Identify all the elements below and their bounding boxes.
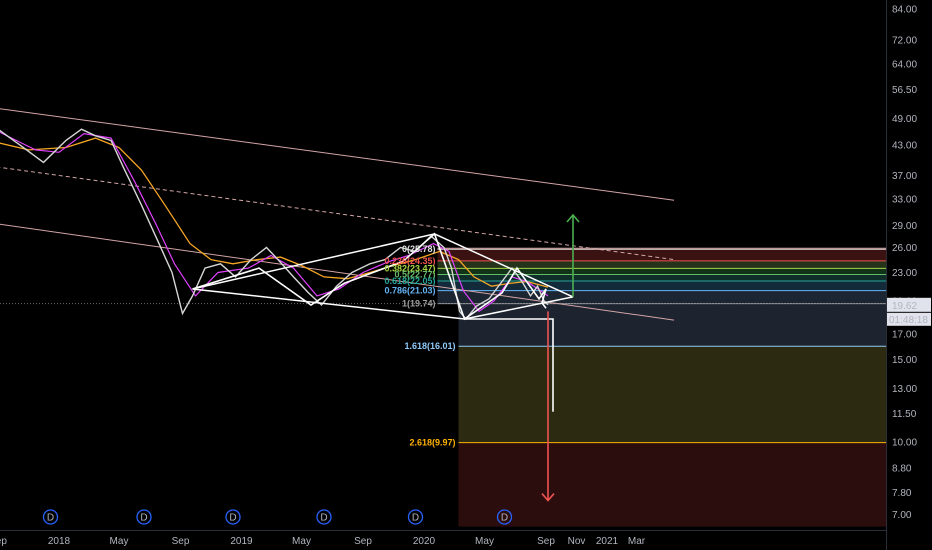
trendline-upper — [0, 108, 675, 201]
fib-band — [437, 290, 886, 304]
price-tag — [887, 297, 931, 312]
fib-level-label: 2.618(9.97) — [409, 438, 455, 448]
trendlines — [0, 108, 675, 321]
y-tick-label: 72.00 — [892, 36, 917, 47]
y-tick-label: 7.00 — [892, 510, 912, 521]
dividend-label: D — [320, 513, 327, 524]
moving-average-fast — [0, 131, 549, 313]
x-tick-label: May — [292, 536, 311, 547]
dividend-marker — [407, 509, 424, 525]
y-tick-label: 43.00 — [892, 141, 917, 152]
fib-level-label: 0.382(23.47) — [384, 263, 435, 273]
y-tick-label: 7.80 — [892, 488, 912, 499]
dividend-marker — [316, 509, 332, 525]
fib-level-label: 0.786(21.03) — [384, 286, 435, 296]
x-tick-label: 2020 — [413, 536, 436, 547]
fib-band — [437, 260, 886, 269]
y-axis: 84.00 72.00 64.00 56.50 49.00 43.00 37.00 33.00… — [886, 0, 932, 550]
y-tick-label: 8.80 — [892, 464, 912, 475]
dividend-marker — [225, 509, 241, 525]
dividend-marker — [136, 509, 152, 525]
fib-band — [458, 303, 886, 347]
y-tick-label: 17.00 — [892, 329, 917, 340]
price-series — [0, 128, 549, 321]
y-tick-label: 84.00 — [892, 4, 917, 15]
target-projection — [464, 318, 554, 412]
price-line — [0, 128, 549, 321]
y-tick-label: 29.00 — [892, 221, 917, 232]
x-tick-label: Sep — [354, 536, 372, 547]
x-tick-label: May — [110, 536, 129, 547]
dividend-label: D — [140, 513, 147, 524]
y-tick-label: 10.00 — [892, 438, 917, 449]
arrow-up-head — [566, 213, 580, 223]
price-tag-label: 19.62 — [892, 301, 917, 312]
trendline-lower — [0, 223, 675, 321]
fib-level-label: 0(25.78) — [402, 244, 436, 254]
y-tick-label: 11.50 — [892, 409, 917, 420]
y-tick-label: 37.00 — [892, 171, 917, 182]
fib-band — [437, 268, 886, 275]
x-tick-label: Nov — [568, 536, 586, 547]
y-tick-label: 26.00 — [892, 243, 917, 254]
dividend-label: D — [229, 513, 236, 524]
y-tick-label: 15.00 — [892, 355, 917, 366]
fib-level-label: 0.618(22.05) — [384, 276, 435, 286]
fibonacci-labels: 0(25.78) 0.236(24.35)0.382(23.47)0.5(22.7… — [384, 244, 455, 447]
y-tick-label: 33.00 — [892, 194, 917, 205]
dividend-marker — [42, 509, 59, 525]
fib-band — [458, 346, 886, 443]
x-tick-label: Sep — [172, 536, 190, 547]
trendline-mid-dashed — [0, 166, 675, 261]
arrow-down-head — [541, 493, 555, 502]
x-tick-label: 2019 — [230, 536, 253, 547]
y-tick-label: 49.00 — [892, 114, 917, 125]
countdown-label: 01:48:18 — [889, 315, 928, 326]
dividend-label: D — [412, 513, 419, 524]
fib-band — [437, 281, 886, 291]
moving-average-slow — [0, 137, 549, 288]
x-tick-label: 2018 — [48, 536, 71, 547]
y-tick-label: 64.00 — [892, 60, 917, 71]
x-tick-label: 2021 — [596, 536, 619, 547]
x-axis: Sep 2018 May Sep 2019 May Sep 2020 May Sep Nov 2021… — [0, 530, 886, 547]
fib-level-label: 1(19.74) — [402, 299, 436, 309]
pattern-drawings — [192, 213, 580, 502]
fib-band — [437, 274, 886, 282]
y-tick-label: 56.50 — [892, 85, 917, 96]
y-tick-label: 13.00 — [892, 384, 917, 395]
x-tick-label: Sep — [0, 536, 7, 547]
fib-level-label: 0.236(24.35) — [384, 256, 435, 266]
fib-level-label: 1.618(16.01) — [404, 341, 455, 351]
fib-band — [458, 442, 886, 527]
y-tick-label: 23.00 — [892, 268, 917, 279]
dividend-label: D — [47, 513, 54, 524]
y-axis-panel — [886, 0, 932, 550]
fib-band — [437, 249, 886, 261]
dividend-marker — [496, 509, 513, 525]
dividend-label: D — [501, 513, 508, 524]
x-tick-label: May — [475, 536, 494, 547]
x-tick-label: Sep — [537, 536, 555, 547]
fib-level-label: 0.5(22.77) — [394, 269, 435, 279]
countdown-tag — [887, 312, 931, 326]
fibonacci-retracement — [0, 247, 886, 527]
x-tick-label: Mar — [628, 536, 646, 547]
